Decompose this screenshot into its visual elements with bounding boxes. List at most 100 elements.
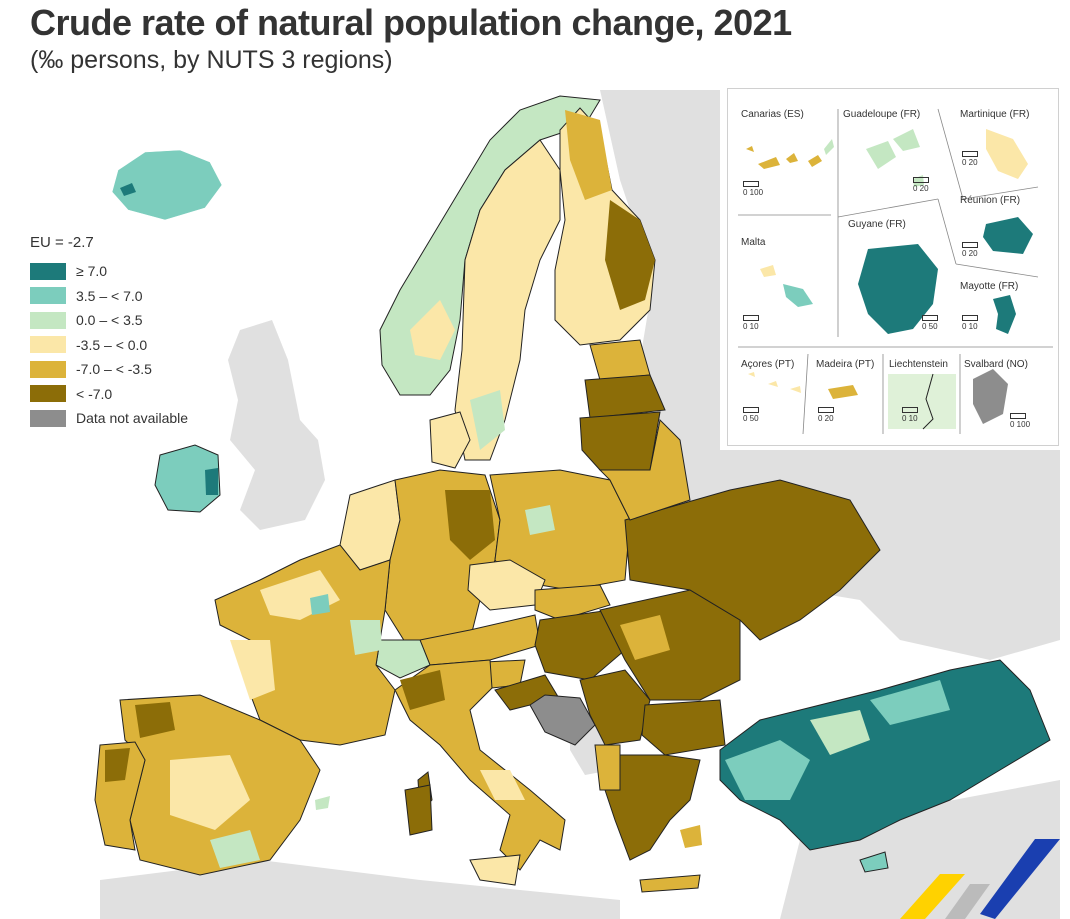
romania-west [620, 615, 670, 660]
france-east [350, 620, 382, 655]
reunion-shape [983, 217, 1033, 254]
finland-lapland [565, 110, 612, 200]
scale-text: 0 20 [818, 414, 834, 423]
scale-liechtenstein: 0 10 [902, 407, 918, 423]
malta-shape-2 [783, 284, 813, 307]
inset-label-madeira: Madeira (PT) [816, 359, 875, 370]
legend-item: Data not available [30, 406, 230, 431]
martinique-shape [986, 129, 1028, 179]
turkey [719, 659, 1051, 851]
scale-reunion: 0 20 [962, 242, 978, 258]
legend-label: -3.5 – < 0.0 [76, 336, 148, 353]
turkey-west [725, 740, 810, 800]
ireland [154, 444, 221, 513]
inset-label-liechtenstein: Liechtenstein [889, 359, 948, 370]
legend-swatch [30, 287, 66, 305]
dublin [205, 468, 218, 495]
sicily [469, 854, 521, 886]
legend-label: -7.0 – < -3.5 [76, 361, 152, 378]
portugal-north [105, 748, 130, 782]
iceland [111, 149, 223, 221]
inset-label-guyane: Guyane (FR) [848, 219, 906, 230]
serbia [579, 669, 651, 746]
scale-text: 0 50 [922, 322, 938, 331]
north-africa-land [100, 860, 620, 919]
scale-canarias: 0 100 [743, 181, 763, 197]
inset-label-acores: Açores (PT) [741, 359, 795, 370]
scale-malta: 0 10 [743, 315, 759, 331]
inset-label-guadeloupe: Guadeloupe (FR) [843, 109, 921, 120]
france-paris [310, 594, 330, 615]
scale-text: 0 10 [962, 322, 978, 331]
scale-svalbard: 0 100 [1010, 413, 1030, 429]
albania-mk [594, 744, 621, 791]
malta-shape [760, 265, 776, 277]
scale-text: 0 20 [962, 158, 978, 167]
acores-shape [748, 372, 801, 393]
logo-blue-stroke [980, 839, 1060, 919]
scale-text: 0 100 [1010, 420, 1031, 429]
madeira-shape [828, 385, 858, 399]
liechtenstein-border [922, 373, 934, 430]
inset-graphics [738, 108, 1053, 435]
scale-acores: 0 50 [743, 407, 759, 423]
sweden-south [470, 390, 505, 450]
scale-text: 0 20 [962, 249, 978, 258]
scale-martinique: 0 20 [962, 151, 978, 167]
inset-label-svalbard: Svalbard (NO) [964, 359, 1028, 370]
italy-south [480, 770, 525, 800]
map-title: Crude rate of natural population change,… [30, 2, 792, 43]
legend-label: ≥ 7.0 [76, 263, 108, 280]
legend-swatch [30, 409, 66, 427]
estonia [589, 339, 651, 381]
norway-region-yellow [410, 300, 455, 360]
slovakia [534, 584, 611, 621]
turkey-central [810, 710, 870, 755]
scale-madeira: 0 20 [818, 407, 834, 423]
greece-islands [680, 825, 702, 848]
sardinia [404, 784, 433, 836]
logo-yellow-stroke [900, 874, 965, 919]
iceland-capital [120, 183, 136, 196]
spain-center [170, 755, 250, 830]
legend-label: < -7.0 [76, 385, 113, 402]
liechtenstein-shape [888, 374, 956, 429]
inset-label-malta: Malta [741, 237, 766, 248]
belarus-region [598, 418, 691, 521]
inset-maps-panel: Canarias (ES) 0 100 Guadeloupe (FR) 0 20… [727, 88, 1059, 446]
ukraine [624, 479, 881, 641]
legend-title: EU = -2.7 [30, 234, 94, 251]
inset-label-mayotte: Mayotte (FR) [960, 281, 1019, 292]
crete [639, 874, 701, 893]
legend-item: -7.0 – < -3.5 [30, 357, 230, 382]
denmark [429, 411, 471, 469]
uk-land [228, 320, 325, 530]
legend-item: -3.5 – < 0.0 [30, 333, 230, 358]
map-subtitle: (‰ persons, by NUTS 3 regions) [30, 46, 393, 74]
legend-item: 3.5 – < 7.0 [30, 284, 230, 309]
lithuania [579, 411, 661, 471]
scale-mayotte: 0 10 [962, 315, 978, 331]
balearics [315, 796, 330, 810]
inset-label-martinique: Martinique (FR) [960, 109, 1030, 120]
legend: EU = -2.7 ≥ 7.0 3.5 – < 7.0 0.0 – < 3.5 … [30, 234, 230, 431]
guadeloupe-shape [866, 129, 924, 187]
spain-north [135, 702, 175, 738]
legend-item: < -7.0 [30, 382, 230, 407]
latvia [584, 374, 666, 419]
mayotte-shape [993, 295, 1016, 334]
scale-text: 0 10 [743, 322, 759, 331]
legend-label: 0.0 – < 3.5 [76, 312, 143, 329]
finland-east [605, 200, 655, 310]
turkey-north [870, 680, 950, 725]
svalbard-shape [973, 369, 1008, 424]
inset-label-reunion: Réunion (FR) [960, 195, 1021, 206]
legend-label: 3.5 – < 7.0 [76, 287, 143, 304]
guyane-shape [858, 244, 938, 334]
scale-text: 0 100 [743, 188, 764, 197]
italy-north [400, 670, 445, 710]
scale-text: 0 10 [902, 414, 918, 423]
legend-swatch [30, 385, 66, 403]
legend-swatch [30, 336, 66, 354]
